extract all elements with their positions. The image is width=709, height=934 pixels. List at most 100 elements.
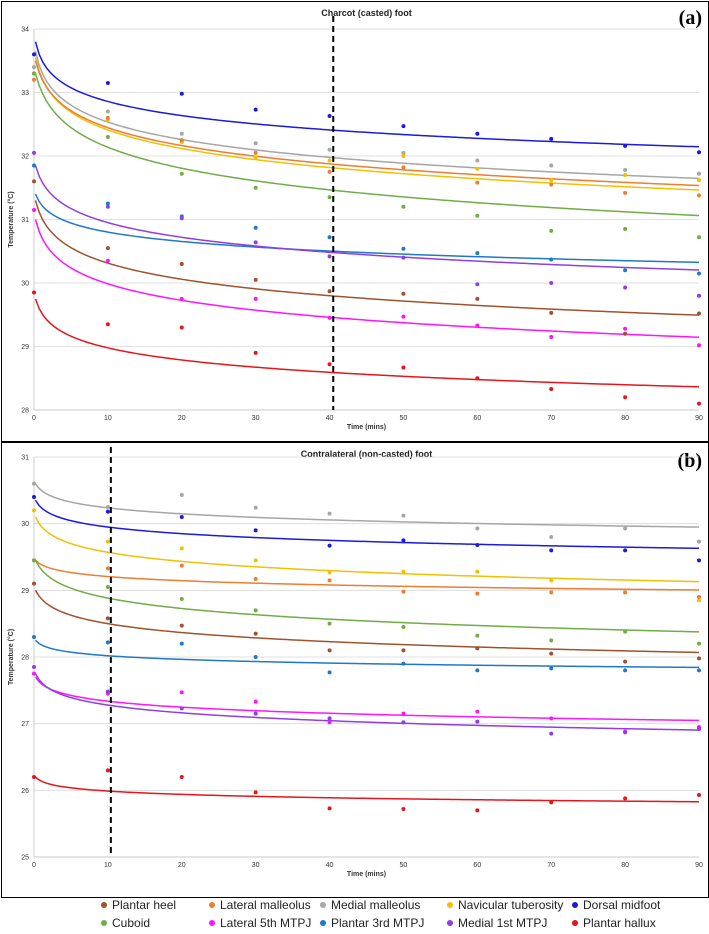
data-point-medial-malleolus [179, 493, 184, 497]
data-point-plantar-hallux [32, 775, 36, 779]
data-point-medial-1st-mtpj [475, 282, 480, 287]
y-axis-label: Temperature (°C) [7, 629, 15, 685]
x-tick-label: 10 [104, 415, 112, 422]
data-point-plantar-heel [327, 648, 332, 653]
y-tick-label: 28 [21, 655, 29, 662]
legend-marker [447, 920, 453, 926]
data-point-dorsal-midfoot [623, 143, 628, 148]
data-point-dorsal-midfoot [179, 91, 184, 96]
data-point-medial-1st-mtpj [105, 689, 110, 694]
fit-curve-lateral-malleolus [34, 60, 700, 187]
data-point-medial-1st-mtpj [697, 727, 701, 731]
data-point-navicular-tuberosity [105, 539, 110, 544]
data-point-dorsal-midfoot [549, 136, 554, 141]
y-tick-label: 28 [21, 408, 29, 415]
x-tick-label: 60 [473, 862, 481, 869]
data-point-plantar-3rd-mtpj [327, 670, 332, 675]
data-point-navicular-tuberosity [475, 166, 480, 171]
data-point-dorsal-midfoot [105, 80, 110, 85]
data-point-medial-1st-mtpj [623, 730, 628, 735]
panel-charcot-foot: Charcot (casted) foot (a) 28 29 30 31 32 33 34 0 1… [1, 1, 709, 442]
data-point-navicular-tuberosity [401, 569, 406, 574]
x-axis-label: Time (mins) [347, 871, 386, 878]
data-point-plantar-hallux [253, 350, 258, 355]
x-tick-label: 90 [695, 862, 703, 869]
data-point-plantar-heel [697, 656, 701, 661]
data-point-cuboid [327, 621, 332, 626]
y-tick-label: 30 [21, 281, 29, 288]
x-tick-label: 30 [252, 862, 260, 869]
legend-row: Plantar heel Lateral malleolus Medial mall… [0, 898, 709, 916]
data-point-plantar-3rd-mtpj [179, 641, 184, 646]
data-point-medial-1st-mtpj [475, 719, 480, 724]
data-point-lateral-malleolus [401, 165, 406, 170]
x-tick-label: 20 [178, 415, 186, 422]
data-point-lateral-malleolus [253, 150, 258, 155]
data-point-medial-malleolus [253, 505, 258, 510]
data-point-plantar-3rd-mtpj [32, 163, 36, 168]
data-point-medial-malleolus [623, 167, 628, 172]
data-point-medial-malleolus [179, 131, 184, 136]
x-tick-label: 80 [621, 862, 629, 869]
chart-title: Charcot (casted) foot [321, 8, 412, 18]
legend-label: Lateral malleolus [220, 898, 311, 912]
y-tick-label: 34 [21, 27, 29, 34]
data-point-cuboid [253, 185, 258, 190]
data-point-medial-1st-mtpj [549, 281, 554, 285]
fit-curve-cuboid [34, 559, 700, 633]
data-point-medial-malleolus [401, 150, 406, 155]
data-point-cuboid [105, 134, 110, 139]
data-point-dorsal-midfoot [253, 528, 258, 533]
x-tick-label: 70 [547, 862, 555, 869]
data-point-medial-1st-mtpj [623, 285, 628, 290]
data-point-plantar-heel [327, 289, 332, 294]
x-tick-label: 0 [32, 862, 36, 869]
data-point-lateral-5th-mtpj [475, 709, 480, 714]
data-point-dorsal-midfoot [475, 543, 480, 547]
data-point-dorsal-midfoot [401, 538, 406, 543]
fit-curve-plantar-3rd-mtpj [34, 193, 700, 264]
y-tick-label: 29 [21, 344, 29, 351]
data-point-dorsal-midfoot [697, 150, 701, 155]
data-point-dorsal-midfoot [401, 124, 406, 129]
data-point-dorsal-midfoot [327, 543, 332, 548]
legend-label: Navicular tuberosity [458, 898, 564, 912]
data-point-plantar-heel [32, 179, 36, 184]
data-point-plantar-hallux [475, 808, 480, 813]
data-point-dorsal-midfoot [475, 131, 480, 136]
data-point-plantar-hallux [401, 807, 406, 811]
data-point-plantar-hallux [401, 365, 406, 370]
y-tick-label: 26 [21, 788, 29, 795]
legend-label: Plantar heel [112, 898, 177, 912]
x-tick-label: 90 [695, 415, 703, 422]
data-point-lateral-5th-mtpj [401, 711, 406, 716]
data-point-plantar-heel [401, 291, 406, 296]
data-point-dorsal-midfoot [549, 548, 554, 553]
data-point-plantar-heel [32, 581, 36, 586]
data-point-lateral-malleolus [327, 578, 332, 583]
data-point-medial-1st-mtpj [327, 254, 332, 259]
legend-marker [572, 920, 578, 926]
data-point-plantar-hallux [549, 800, 554, 805]
x-tick-label: 60 [473, 415, 481, 422]
data-point-lateral-malleolus [697, 595, 701, 599]
data-point-cuboid [475, 213, 480, 218]
y-tick-label: 27 [21, 721, 29, 728]
data-point-medial-1st-mtpj [401, 255, 406, 260]
fit-curve-dorsal-midfoot [34, 41, 700, 148]
data-point-cuboid [549, 228, 554, 233]
data-point-cuboid [401, 204, 406, 209]
data-point-plantar-3rd-mtpj [32, 635, 36, 639]
fit-curve-medial-1st-mtpj [34, 673, 700, 731]
data-point-plantar-hallux [179, 775, 184, 779]
data-point-plantar-heel [623, 331, 628, 336]
fit-curve-medial-1st-mtpj [34, 165, 700, 271]
data-point-lateral-5th-mtpj [623, 326, 628, 331]
data-point-lateral-malleolus [105, 115, 110, 120]
data-point-cuboid [32, 558, 36, 563]
legend-label: Plantar hallux [583, 916, 656, 930]
data-point-cuboid [549, 638, 554, 643]
data-point-lateral-5th-mtpj [401, 314, 406, 319]
legend-label: Medial 1st MTPJ [458, 916, 548, 930]
legend-label: Lateral 5th MTPJ [220, 916, 312, 930]
